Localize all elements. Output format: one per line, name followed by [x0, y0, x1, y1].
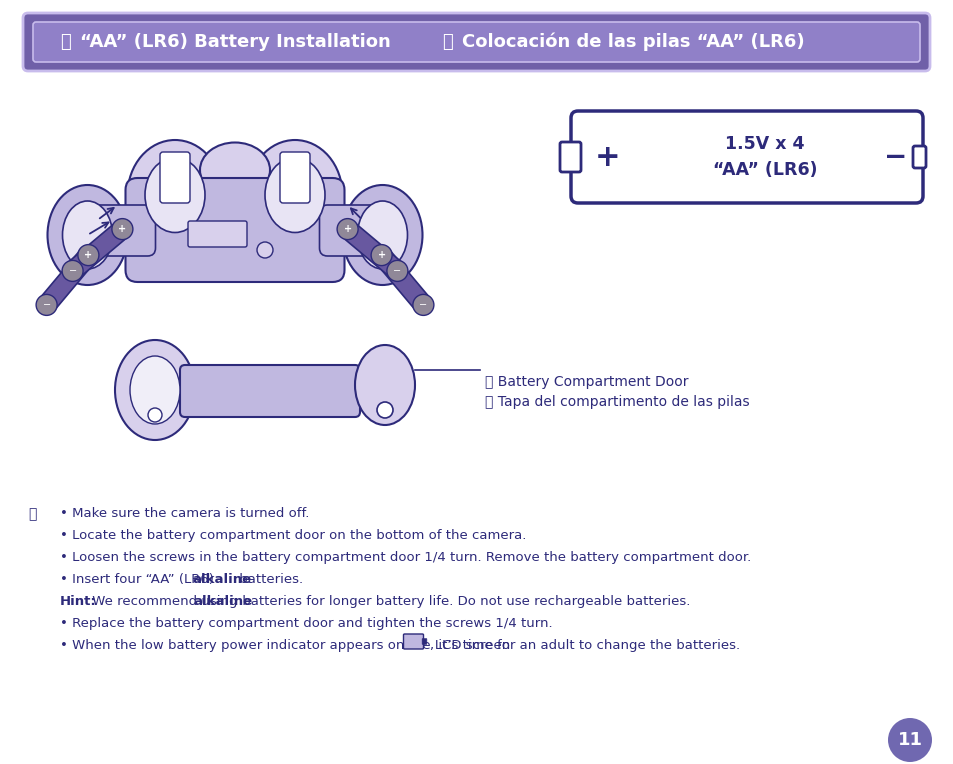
Text: “AA” (LR6): “AA” (LR6) — [712, 161, 817, 179]
Text: , it’s time for an adult to change the batteries.: , it’s time for an adult to change the b… — [430, 639, 740, 652]
Text: • Locate the battery compartment door on the bottom of the camera.: • Locate the battery compartment door on… — [60, 529, 526, 542]
Ellipse shape — [115, 340, 194, 440]
Text: −: − — [69, 266, 76, 276]
Polygon shape — [341, 222, 403, 278]
Ellipse shape — [357, 201, 407, 269]
FancyBboxPatch shape — [180, 365, 359, 417]
Text: Ⓔ Tapa del compartimento de las pilas: Ⓔ Tapa del compartimento de las pilas — [484, 395, 749, 409]
Circle shape — [36, 294, 57, 316]
Text: • Loosen the screws in the battery compartment door 1/4 turn. Remove the battery: • Loosen the screws in the battery compa… — [60, 551, 750, 564]
Text: Ⓖ: Ⓖ — [61, 33, 71, 51]
FancyBboxPatch shape — [280, 152, 310, 203]
Circle shape — [887, 718, 931, 762]
FancyBboxPatch shape — [319, 205, 390, 256]
FancyBboxPatch shape — [23, 13, 929, 71]
Circle shape — [336, 219, 357, 240]
FancyBboxPatch shape — [33, 22, 919, 62]
Polygon shape — [374, 249, 430, 311]
Polygon shape — [67, 222, 129, 278]
Text: +: + — [84, 250, 92, 260]
Text: Ⓖ Battery Compartment Door: Ⓖ Battery Compartment Door — [484, 375, 688, 389]
Ellipse shape — [145, 157, 205, 232]
Ellipse shape — [63, 201, 112, 269]
Text: • Replace the battery compartment door and tighten the screws 1/4 turn.: • Replace the battery compartment door a… — [60, 617, 552, 630]
Text: −: − — [43, 300, 51, 310]
Circle shape — [413, 294, 434, 316]
Polygon shape — [39, 249, 95, 311]
Circle shape — [371, 244, 392, 266]
Ellipse shape — [48, 185, 128, 285]
Circle shape — [62, 261, 83, 281]
Text: • Make sure the camera is turned off.: • Make sure the camera is turned off. — [60, 507, 309, 520]
Text: batteries for longer battery life. Do not use rechargeable batteries.: batteries for longer battery life. Do no… — [238, 595, 690, 608]
FancyBboxPatch shape — [85, 205, 155, 256]
Text: −: − — [883, 143, 906, 171]
Text: “AA” (LR6) Battery Installation: “AA” (LR6) Battery Installation — [80, 33, 391, 51]
Text: Ⓔ: Ⓔ — [442, 33, 453, 51]
Text: We recommend using: We recommend using — [88, 595, 241, 608]
Text: Ⓖ: Ⓖ — [28, 507, 36, 521]
Circle shape — [148, 408, 162, 422]
Text: 11: 11 — [897, 731, 922, 749]
FancyBboxPatch shape — [559, 142, 580, 172]
FancyBboxPatch shape — [571, 111, 923, 203]
Circle shape — [256, 242, 273, 258]
FancyBboxPatch shape — [422, 639, 426, 644]
FancyBboxPatch shape — [126, 178, 344, 282]
Text: alkaline: alkaline — [193, 573, 252, 586]
FancyBboxPatch shape — [188, 221, 247, 247]
Text: 1.5V x 4: 1.5V x 4 — [724, 135, 804, 153]
Ellipse shape — [130, 356, 180, 424]
Text: Colocación de las pilas “AA” (LR6): Colocación de las pilas “AA” (LR6) — [461, 33, 803, 51]
Circle shape — [112, 219, 132, 240]
Circle shape — [78, 244, 99, 266]
Text: +: + — [118, 224, 127, 234]
FancyBboxPatch shape — [912, 146, 925, 168]
Text: +: + — [343, 224, 352, 234]
FancyBboxPatch shape — [403, 634, 423, 649]
Text: Hint:: Hint: — [60, 595, 96, 608]
Ellipse shape — [342, 185, 422, 285]
Ellipse shape — [355, 345, 415, 425]
Text: +: + — [377, 250, 385, 260]
Circle shape — [387, 261, 408, 281]
Text: • When the low battery power indicator appears on the LCD screen: • When the low battery power indicator a… — [60, 639, 514, 652]
Text: −: − — [393, 266, 401, 276]
Ellipse shape — [265, 157, 325, 232]
Text: +: + — [595, 143, 620, 171]
Ellipse shape — [200, 143, 270, 198]
Ellipse shape — [128, 140, 222, 250]
Text: batteries.: batteries. — [234, 573, 303, 586]
Text: −: − — [419, 300, 427, 310]
Circle shape — [376, 402, 393, 418]
FancyBboxPatch shape — [160, 152, 190, 203]
Text: • Insert four “AA” (LR6): • Insert four “AA” (LR6) — [60, 573, 218, 586]
Ellipse shape — [247, 140, 342, 250]
Text: alkaline: alkaline — [193, 595, 253, 608]
